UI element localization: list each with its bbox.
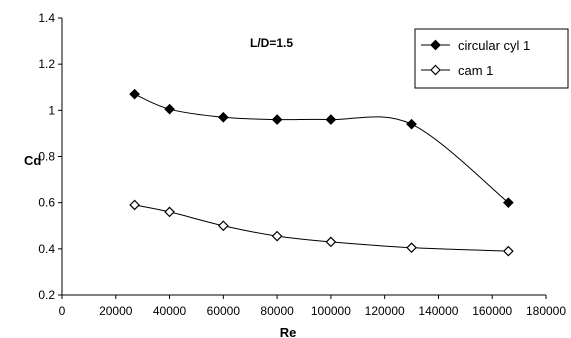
data-point-series-1 xyxy=(164,103,175,115)
data-point-series-1 xyxy=(503,197,514,209)
data-point-series-2 xyxy=(129,199,140,211)
y-tick-label: 1.4 xyxy=(38,11,55,25)
data-point-series-1 xyxy=(129,88,140,100)
data-point-series-1 xyxy=(217,111,229,123)
x-axis-label: Re xyxy=(280,325,297,338)
chart-annotation: L/D=1.5 xyxy=(250,36,293,50)
y-axis-label: Cd xyxy=(24,153,41,168)
y-tick-label: 0.2 xyxy=(38,288,55,302)
data-point-series-1 xyxy=(406,118,417,130)
x-tick-label: 80000 xyxy=(260,304,294,318)
legend-label: cam 1 xyxy=(458,63,493,78)
x-tick-label: 180000 xyxy=(526,304,566,318)
data-point-series-1 xyxy=(325,114,337,125)
ticks-layer: 0.2 0.4 0.6 0.8 1 1.2 1.4 0 20000 40000 60000 80000… xyxy=(38,11,566,318)
y-tick-label: 0.4 xyxy=(38,242,55,256)
legend-marker xyxy=(430,64,441,76)
data-point-series-2 xyxy=(406,242,417,254)
data-point-series-2 xyxy=(217,220,229,232)
series-layer xyxy=(129,88,514,257)
legend-label: circular cyl 1 xyxy=(458,38,530,53)
y-tick-label: 0.6 xyxy=(38,196,55,210)
x-tick-label: 160000 xyxy=(472,304,512,318)
legend-items: circular cyl 1 cam 1 xyxy=(421,38,530,78)
y-tick-label: 0.8 xyxy=(38,150,55,164)
x-tick-label: 140000 xyxy=(418,304,458,318)
y-tick-label: 1 xyxy=(48,103,55,117)
data-point-series-2 xyxy=(271,230,283,242)
x-tick-label: 60000 xyxy=(207,304,241,318)
x-tick-label: 40000 xyxy=(153,304,187,318)
x-tick-label: 20000 xyxy=(99,304,133,318)
data-point-series-1 xyxy=(271,114,283,125)
x-tick-label: 0 xyxy=(59,304,66,318)
data-point-series-2 xyxy=(325,236,337,248)
legend-box xyxy=(414,28,569,89)
data-point-series-2 xyxy=(503,245,514,257)
legend-marker xyxy=(430,39,441,51)
x-tick-label: 100000 xyxy=(311,304,351,318)
y-tick-label: 1.2 xyxy=(38,57,55,71)
data-point-series-2 xyxy=(164,206,175,218)
legend: circular cyl 1 cam 1 xyxy=(414,28,569,89)
x-tick-label: 120000 xyxy=(365,304,405,318)
